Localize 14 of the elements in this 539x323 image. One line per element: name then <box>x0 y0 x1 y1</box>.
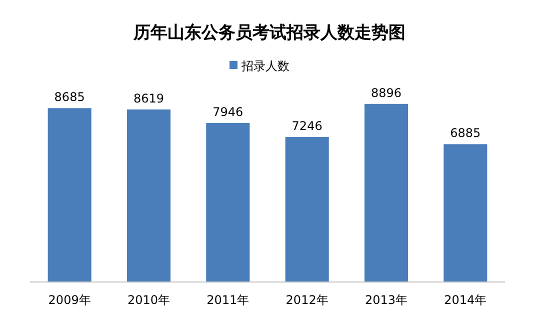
data-label: 8619 <box>133 91 164 106</box>
x-tick-label: 2012年 <box>286 293 328 307</box>
x-tick-label: 2011年 <box>206 293 250 307</box>
data-label: 8896 <box>370 86 402 100</box>
data-label: 7246 <box>292 118 322 133</box>
x-tick-label: 2014年 <box>444 293 487 307</box>
x-tick-label: 2013年 <box>364 293 408 307</box>
data-label: 6885 <box>450 126 481 140</box>
data-label: 7946 <box>212 104 244 119</box>
x-tick-label: 2010年 <box>127 293 170 307</box>
chart-title: 历年山东公务员考试招录人数走势图 <box>132 23 406 43</box>
x-tick-label: 2009年 <box>48 293 91 307</box>
data-label: 8685 <box>54 90 85 104</box>
legend-label: 招录人数 <box>240 59 290 73</box>
